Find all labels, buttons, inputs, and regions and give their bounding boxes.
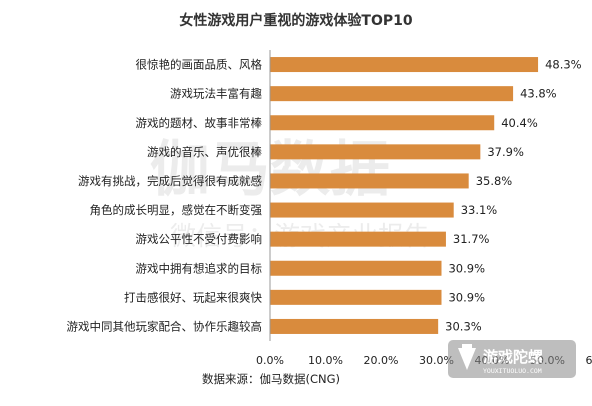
- category-labels: 很惊艳的画面品质、风格游戏玩法丰富有趣游戏的题材、故事非常棒游戏的音乐、声优很棒…: [67, 58, 263, 334]
- value-label: 37.9%: [487, 145, 524, 159]
- logo-background: [448, 340, 576, 378]
- bar: [270, 86, 514, 102]
- bar-group: [270, 57, 539, 334]
- category-label: 游戏中拥有想追求的目标: [136, 261, 263, 275]
- category-label: 游戏的题材、故事非常棒: [136, 116, 263, 130]
- value-label: 31.7%: [453, 232, 490, 246]
- category-label: 很惊艳的画面品质、风格: [136, 58, 263, 72]
- value-label: 40.4%: [501, 116, 538, 130]
- category-label: 角色的成长明显，感觉在不断变强: [90, 203, 263, 217]
- bar: [270, 260, 442, 276]
- bar: [270, 289, 442, 305]
- category-label: 打击感很好、玩起来很爽快: [124, 290, 262, 304]
- category-label: 游戏有挑战，完成后觉得很有成就感: [78, 174, 262, 188]
- chart-title: 女性游戏用户重视的游戏体验TOP10: [179, 12, 412, 29]
- x-tick-label: 20.0%: [364, 354, 399, 367]
- bar: [270, 202, 454, 218]
- bar: [270, 144, 481, 160]
- logo-text: 游戏陀螺: [483, 348, 543, 366]
- source-note: 数据来源：伽马数据(CNG): [202, 372, 340, 386]
- logo-subtext: YOUXITUOLUO.COM: [483, 367, 542, 375]
- gyro-icon: [458, 344, 476, 370]
- x-tick-label: 10.0%: [308, 354, 343, 367]
- value-label: 33.1%: [461, 203, 498, 217]
- x-tick-label: 0.0%: [256, 354, 284, 367]
- bar: [270, 173, 469, 189]
- value-label: 30.9%: [448, 261, 485, 275]
- category-label: 游戏公平性不受付费影响: [136, 232, 263, 246]
- bar: [270, 115, 495, 131]
- value-label: 30.9%: [448, 290, 485, 304]
- bar: [270, 318, 439, 334]
- x-tick-label: 60.0%: [586, 354, 592, 367]
- bar: [270, 231, 446, 247]
- value-label: 48.3%: [545, 58, 582, 72]
- value-label: 43.8%: [520, 87, 557, 101]
- bar: [270, 57, 539, 73]
- x-tick-label: 30.0%: [419, 354, 454, 367]
- value-label: 35.8%: [476, 174, 513, 188]
- category-label: 游戏的音乐、声优很棒: [147, 145, 262, 159]
- category-label: 游戏玩法丰富有趣: [170, 87, 262, 101]
- value-labels: 48.3% 43.8% 40.4% 37.9% 35.8% 33.1% 31.7% 30.9%…: [445, 58, 582, 334]
- value-label: 30.3%: [445, 319, 482, 333]
- logo: 游戏陀螺 YOUXITUOLUO.COM: [448, 340, 576, 378]
- category-label: 游戏中同其他玩家配合、协作乐趣较高: [67, 319, 263, 333]
